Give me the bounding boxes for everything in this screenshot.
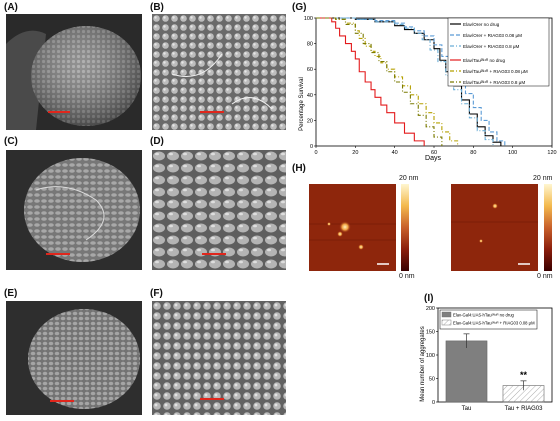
sem-image-e-tau-riag03-eye: [6, 301, 142, 415]
survival-x-tick-label: 20: [352, 150, 358, 156]
aggregates-legend: Elav-Gal4:UAS-hTau²ᴺ⁴ᴿ no drug Elav-Gal4:…: [439, 309, 538, 330]
panel-label-c: (C): [4, 136, 18, 147]
survival-series-5: [316, 17, 459, 146]
aggregates-legend-box: [439, 309, 538, 330]
sem-f-svg: [152, 301, 286, 415]
sem-a-svg: [6, 14, 142, 130]
aggregates-axes: 0 50 100 150 200: [426, 306, 553, 406]
aggregates-y-tick-label: 150: [426, 330, 435, 336]
sem-c-svg: [6, 150, 142, 270]
survival-legend: Elav/Orer no drug Elav/Orer + RIAG03 0.08…: [447, 17, 550, 87]
panel-label-a: (A): [4, 2, 18, 13]
survival-legend-label: Elav/Orer + RIAG03 0.08 μM: [463, 33, 522, 38]
survival-y-axis-label: Percentage Survival: [299, 77, 305, 131]
survival-x-tick-label: 120: [547, 150, 556, 156]
panel-label-d: (D): [150, 136, 164, 147]
aggregates-bar-chart: Mean number of aggregates 0 50 100 150 200 T…: [420, 306, 553, 412]
sem-e-svg: [6, 301, 142, 415]
survival-x-tick-label: 80: [470, 150, 476, 156]
survival-legend-label: Elav/Tau²ᴺ⁴ᴿ no drug: [463, 58, 505, 63]
survival-x-tick-label: 100: [508, 150, 517, 156]
panel-label-g: (G): [292, 2, 307, 13]
sem-d-svg: [152, 150, 286, 270]
afm-colorbar-tau-min: 0 nm: [399, 273, 415, 280]
aggregates-significance-label: **: [520, 370, 528, 380]
aggregates-y-axis-label: Mean number of aggregates: [420, 326, 426, 401]
afm-colorbar-tau: [401, 184, 409, 271]
afm-image-tau-riag03: [451, 184, 538, 271]
sem-image-d-tau-eye-zoom: [152, 150, 286, 270]
survival-y-tick-label: 100: [304, 16, 313, 22]
sem-b-svg: [152, 14, 286, 130]
afm-colorbar-riag03-max: 20 nm: [533, 175, 553, 182]
survival-series-2: [316, 17, 506, 146]
panel-label-f: (F): [150, 288, 163, 299]
survival-axes: 0 20 40 60 80 100 120 0 20 40 60 80 100: [304, 16, 557, 156]
afm-colorbar-tau-max: 20 nm: [399, 175, 419, 182]
panel-label-i: (I): [424, 293, 434, 304]
aggregates-x-tick-label: Tau + RIAG03: [505, 406, 544, 412]
survival-x-axis-label: Days: [425, 155, 441, 162]
survival-x-tick-label: 0: [314, 150, 317, 156]
aggregates-legend-swatch: [441, 319, 452, 326]
afm-image-tau-riag03-svg: [451, 184, 538, 271]
afm-image-tau-svg: [309, 184, 396, 271]
aggregates-x-tick-label: Tau: [462, 406, 472, 412]
aggregates-legend-swatch: [441, 311, 452, 318]
survival-y-tick-label: 40: [307, 93, 313, 99]
survival-y-tick-label: 80: [307, 42, 313, 48]
aggregates-legend-label: Elav-Gal4:UAS-hTau²ᴺ⁴ᴿ + RIAG03 0.08 μM: [453, 320, 535, 325]
aggregates-y-tick-label: 100: [426, 353, 435, 359]
panel-label-e: (E): [4, 288, 18, 299]
afm-colorbar-riag03-min: 0 nm: [537, 273, 553, 280]
survival-x-tick-label: 60: [431, 150, 437, 156]
sem-image-b-wildtype-eye-zoom: [152, 14, 286, 130]
survival-series-3: [316, 17, 494, 146]
survival-legend-label: Elav/Tau²ᴺ⁴ᴿ + RIAG03 0.08 μM: [463, 69, 528, 74]
survival-legend-label: Elav/Orer + RIAG03 0.8 μM: [463, 44, 520, 49]
sem-image-f-tau-riag03-eye-zoom: [152, 301, 286, 415]
survival-legend-label: Elav/Orer no drug: [463, 22, 500, 27]
panel-label-h: (H): [292, 163, 306, 174]
afm-colorbar-riag03: [544, 184, 552, 271]
survival-y-tick-label: 60: [307, 67, 313, 73]
panel-label-b: (B): [150, 2, 164, 13]
survival-series-6: [316, 17, 443, 146]
survival-series-4: [316, 17, 425, 146]
aggregates-y-tick-label: 0: [432, 400, 435, 406]
sem-image-a-wildtype-eye: [6, 14, 142, 130]
aggregates-y-tick-label: 50: [429, 377, 435, 383]
survival-y-tick-label: 0: [310, 144, 313, 150]
survival-x-tick-label: 40: [392, 150, 398, 156]
afm-image-tau: [309, 184, 396, 271]
aggregates-bars: Tau ** Tau + RIAG03: [445, 333, 545, 412]
survival-legend-label: Elav/Tau²ᴺ⁴ᴿ + RIAG03 0.8 μM: [463, 80, 525, 85]
aggregates-bar-1: [445, 340, 488, 403]
survival-line-chart: Percentage Survival Days 0 20 40 60 80 100 120…: [299, 16, 557, 162]
survival-legend-box: [447, 17, 550, 87]
aggregates-y-tick-label: 200: [426, 306, 435, 312]
sem-image-c-tau-eye: [6, 150, 142, 270]
survival-y-tick-label: 20: [307, 118, 313, 124]
survival-series-lines: [316, 17, 506, 146]
aggregates-legend-label: Elav-Gal4:UAS-hTau²ᴺ⁴ᴿ no drug: [453, 312, 515, 317]
